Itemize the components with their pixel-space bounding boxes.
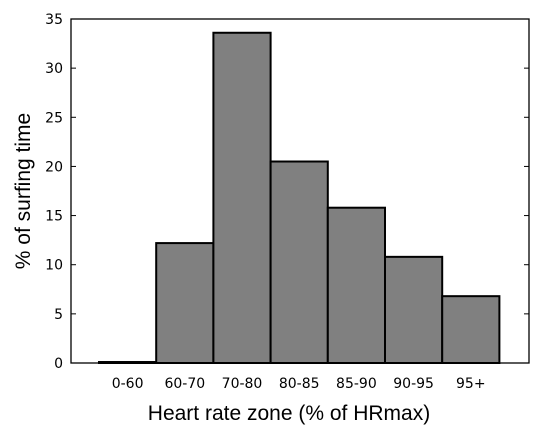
bar-60-70	[155, 242, 215, 364]
bars-layer	[98, 31, 501, 365]
bar-80-85	[269, 160, 329, 364]
bar-90-95	[384, 255, 444, 365]
y-tick-label: 10	[45, 258, 63, 274]
x-axis-ticks: 0-60 60-70 70-80 80-85 85-90 90-95 95+	[112, 376, 486, 392]
x-tick-label: 0-60	[112, 376, 144, 392]
y-axis-ticks: 0 5 10 15 20 25 30 35	[45, 12, 529, 372]
x-tick-label: 85-90	[336, 376, 377, 392]
y-tick-label: 30	[45, 61, 63, 77]
y-tick-label: 35	[45, 12, 63, 28]
x-tick-label: 70-80	[222, 376, 263, 392]
x-tick-label: 95+	[456, 376, 486, 392]
x-axis-label: Heart rate zone (% of HRmax)	[148, 402, 430, 425]
bar-85-90	[326, 206, 386, 364]
y-axis-label: % of surfing time	[12, 113, 35, 269]
x-tick-label: 80-85	[279, 376, 320, 392]
x-tick-label: 90-95	[393, 376, 434, 392]
y-tick-label: 15	[45, 209, 63, 225]
bar-95+	[441, 295, 501, 365]
bar-70-80	[212, 31, 272, 364]
y-tick-label: 25	[45, 110, 63, 126]
y-tick-label: 0	[54, 356, 63, 372]
y-tick-label: 5	[54, 307, 63, 323]
x-tick-label: 60-70	[164, 376, 205, 392]
plot-frame	[70, 18, 530, 364]
y-tick-label: 20	[45, 159, 63, 175]
